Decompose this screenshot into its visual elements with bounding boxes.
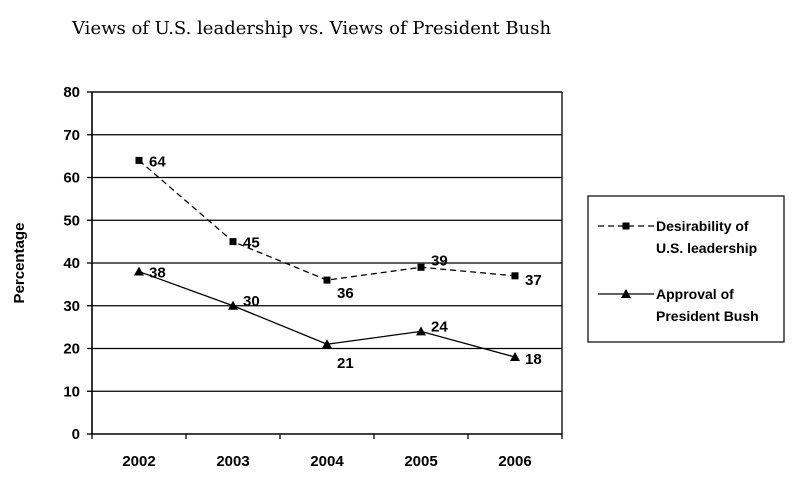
legend-label: Approval of [656, 286, 734, 302]
y-axis-title: Percentage [11, 223, 28, 304]
data-label: 38 [149, 265, 166, 282]
y-tick-label: 10 [63, 383, 80, 400]
y-tick-label: 80 [63, 84, 80, 101]
legend-box [587, 195, 785, 343]
x-tick-label: 2005 [404, 453, 437, 470]
data-label: 21 [337, 355, 354, 372]
data-label: 37 [525, 272, 542, 289]
x-tick-label: 2002 [122, 453, 155, 470]
data-point [416, 326, 426, 336]
data-label: 36 [337, 285, 354, 302]
data-point [510, 352, 520, 362]
data-point [511, 272, 519, 280]
data-label: 30 [243, 293, 260, 310]
y-tick-label: 70 [63, 127, 80, 144]
data-label: 18 [525, 351, 542, 368]
data-label: 39 [431, 252, 448, 269]
data-point [228, 300, 238, 310]
legend-marker [622, 222, 630, 230]
y-tick-label: 60 [63, 170, 80, 187]
legend-marker [621, 289, 631, 298]
data-point [134, 266, 144, 276]
chart-title: Views of U.S. leadership vs. Views of Pr… [72, 18, 552, 39]
legend-label: U.S. leadership [656, 240, 757, 256]
legend-label: President Bush [656, 308, 759, 324]
y-tick-label: 30 [63, 298, 80, 315]
y-tick-label: 40 [63, 255, 80, 272]
data-label: 24 [431, 318, 448, 335]
axes: 0 10 20 30 40 50 60 70 80 2002 2003 2004 2005 2006 [63, 84, 563, 470]
data-point [322, 339, 332, 349]
x-tick-label: 2004 [310, 453, 344, 470]
data-point [135, 156, 143, 164]
y-tick-label: 50 [63, 212, 80, 229]
legend: Desirability of U.S. leadership Approval o… [587, 195, 785, 343]
x-tick-label: 2003 [216, 453, 249, 470]
data-labels: 64 45 36 39 37 38 30 21 24 18 [149, 153, 542, 372]
data-label: 45 [243, 235, 260, 252]
x-tick-label: 2006 [498, 453, 531, 470]
data-point [417, 263, 425, 271]
data-label: 64 [149, 153, 166, 170]
series-lines [134, 156, 520, 362]
data-point [229, 238, 237, 246]
data-point [323, 276, 331, 284]
y-tick-label: 20 [63, 341, 80, 358]
legend-label: Desirability of [656, 218, 749, 234]
y-tick-label: 0 [72, 426, 80, 443]
